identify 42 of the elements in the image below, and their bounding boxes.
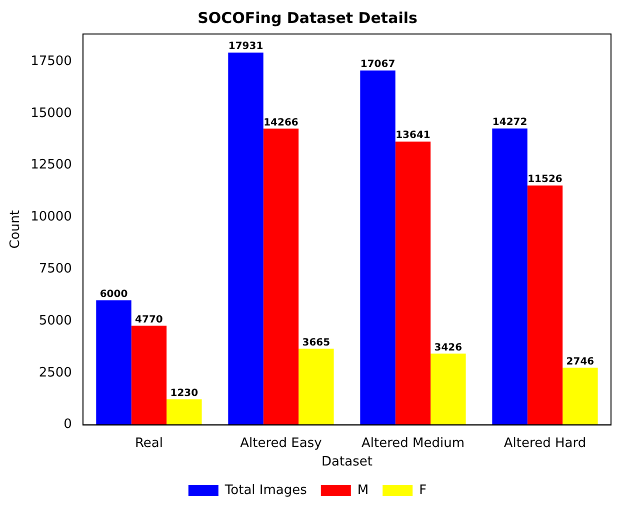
data-label: 3665 [302,337,330,348]
data-label: 17067 [360,59,396,70]
data-label: 11526 [528,174,562,186]
bar [492,128,528,425]
legend-label: Total Images [224,482,308,498]
y-tick-label: 10000 [30,210,72,225]
x-tick-label: Real [134,436,163,451]
bar [166,399,202,425]
y-tick-label: 12500 [30,158,72,173]
x-tick-label: Altered Easy [240,436,322,451]
bar [430,354,466,425]
data-label: 2746 [566,356,594,368]
data-label: 3426 [434,342,462,354]
data-label: 14266 [264,117,298,128]
bar [263,128,299,425]
x-tick-label: Altered Hard [504,436,586,451]
data-label: 17931 [228,41,264,52]
x-tick-label: Altered Medium [361,436,464,451]
x-axis-title: Dataset [322,454,372,470]
data-label: 14272 [492,117,528,128]
data-label: 4770 [135,314,163,326]
y-tick-label: 7500 [38,261,72,276]
y-tick-label: 0 [64,417,72,432]
bar [562,368,598,425]
y-tick-label: 5000 [38,313,72,328]
legend-label: M [357,482,369,498]
bar [228,52,264,425]
bar [395,142,431,425]
chart-title: SOCOFing Dataset Details [198,8,418,27]
bar [360,70,396,425]
y-tick-label: 17500 [30,54,72,69]
bar [96,300,132,425]
bar [131,326,167,425]
bar [298,348,334,425]
y-tick-label: 2500 [38,365,72,380]
y-tick-label: 15000 [30,106,72,121]
data-label: 13641 [396,130,430,142]
bar [527,186,563,425]
legend-label: F [419,482,427,498]
y-axis-title: Count [8,210,24,249]
data-label: 6000 [100,288,128,300]
data-label: 1230 [170,388,198,399]
